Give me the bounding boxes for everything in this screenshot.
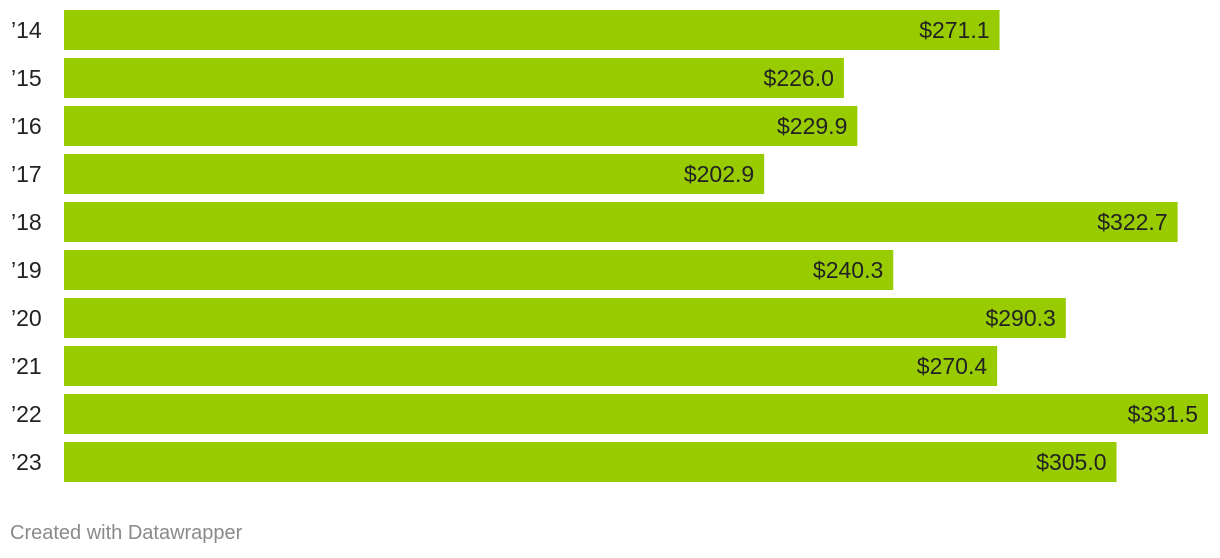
value-label: $305.0 (1036, 449, 1106, 475)
category-label: ’15 (11, 65, 42, 91)
bar-row: ’18 $322.7 (11, 202, 1178, 242)
bar (64, 442, 1117, 482)
value-label: $331.5 (1128, 401, 1198, 427)
category-label: ’17 (11, 161, 42, 187)
value-label: $290.3 (985, 305, 1055, 331)
bar-row: ’19 $240.3 (11, 250, 894, 290)
value-label: $226.0 (764, 65, 834, 91)
bar-chart: ’14 $271.1 ’15 $226.0 ’16 $229.9 ’17 $202.9 ’18 $… (11, 10, 1208, 482)
bar-row: ’16 $229.9 (11, 106, 858, 146)
value-label: $202.9 (684, 161, 754, 187)
datawrapper-credit[interactable]: Created with Datawrapper (10, 522, 243, 544)
bar (64, 394, 1208, 434)
bar (64, 250, 894, 290)
bar-row: ’17 $202.9 (11, 154, 765, 194)
category-label: ’22 (11, 401, 42, 427)
bar-row: ’20 $290.3 (11, 298, 1066, 338)
bar (64, 298, 1066, 338)
category-label: ’19 (11, 257, 42, 283)
bar-row: ’14 $271.1 (11, 10, 1000, 50)
bar-row: ’23 $305.0 (11, 442, 1117, 482)
category-label: ’23 (11, 449, 42, 475)
value-label: $240.3 (813, 257, 883, 283)
category-label: ’20 (11, 305, 42, 331)
bar (64, 106, 858, 146)
category-label: ’18 (11, 209, 42, 235)
bar (64, 202, 1178, 242)
value-label: $270.4 (917, 353, 988, 379)
bar-row: ’22 $331.5 (11, 394, 1208, 434)
bar (64, 10, 1000, 50)
category-label: ’14 (11, 17, 42, 43)
bar (64, 154, 765, 194)
bar (64, 58, 844, 98)
bar (64, 346, 998, 386)
category-label: ’16 (11, 113, 42, 139)
value-label: $229.9 (777, 113, 847, 139)
value-label: $322.7 (1097, 209, 1167, 235)
bar-row: ’15 $226.0 (11, 58, 844, 98)
value-label: $271.1 (919, 17, 989, 43)
bar-row: ’21 $270.4 (11, 346, 998, 386)
category-label: ’21 (11, 353, 42, 379)
